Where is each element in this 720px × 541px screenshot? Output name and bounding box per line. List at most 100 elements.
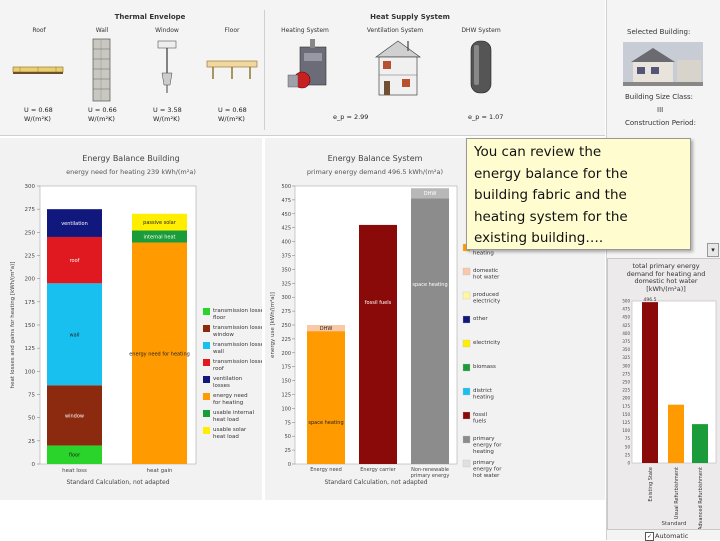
x-tick-label: heat gain	[146, 468, 173, 474]
boiler-icon[interactable]	[287, 39, 327, 89]
size-class-label: Building Size Class:	[625, 93, 693, 101]
comparison-bar-label: Usual Refurbishment	[674, 467, 680, 519]
x-axis-label: Standard Calculation, not adapted	[66, 479, 169, 486]
y-tick-label: 450	[622, 315, 630, 320]
legend-swatch	[462, 459, 471, 468]
comparison-chart-title: total primary energy demand for heating …	[626, 262, 706, 293]
building-chart-title: Energy Balance Building	[82, 154, 180, 163]
y-tick-label: 250	[281, 323, 291, 329]
x-tick-label: Energy carrier	[360, 467, 396, 473]
thermal-envelope-title: Thermal Envelope	[114, 13, 186, 21]
comparison-bar	[642, 302, 658, 463]
legend-label: transmission losses wall	[213, 342, 262, 355]
y-tick-label: 50	[285, 434, 291, 440]
bar-segment	[307, 325, 345, 332]
y-tick-label: 50	[625, 444, 631, 449]
size-class-value: III	[657, 106, 664, 114]
roof-icon[interactable]	[12, 66, 64, 74]
y-tick-label: 0	[288, 462, 291, 468]
y-tick-label: 500	[622, 299, 630, 304]
legend-label: produced electricity	[473, 292, 501, 305]
callout-line: You can review the	[474, 144, 602, 160]
legend-swatch	[203, 342, 210, 349]
callout-line: building fabric and the	[474, 187, 627, 203]
ventilation-house-icon[interactable]	[374, 40, 422, 96]
heating-system-label: Heating System	[281, 27, 329, 34]
bar-segment	[47, 445, 102, 464]
comparison-top-value: 496.5	[644, 297, 657, 303]
floor-icon[interactable]	[206, 60, 258, 79]
y-tick-label: 275	[25, 207, 36, 213]
y-tick-label: 475	[281, 198, 291, 204]
bar-segment-label: space heating	[308, 420, 343, 426]
building-chart-subtitle: energy need for heating 239 kWh/(m²a)	[66, 168, 196, 176]
y-tick-label: 25	[28, 439, 35, 445]
bar-segment	[47, 209, 102, 237]
legend-label: usable solar heat load	[213, 427, 247, 440]
dhw-tank-icon[interactable]	[470, 40, 492, 94]
y-tick-label: 300	[281, 295, 291, 301]
legend-label: other	[473, 316, 488, 322]
legend-swatch	[462, 291, 471, 300]
y-tick-label: 275	[281, 309, 291, 315]
dhw-ep-value: e_p = 1.07	[468, 113, 504, 121]
construction-period-label: Construction Period:	[625, 119, 696, 127]
y-tick-label: 0	[32, 462, 36, 468]
y-tick-label: 175	[622, 404, 630, 409]
y-tick-label: 200	[281, 351, 291, 357]
y-tick-label: 200	[622, 396, 630, 401]
bar-segment-label: window	[65, 413, 84, 419]
legend-label: fossil fuels	[473, 412, 488, 425]
bar-segment-label: fossil fuels	[365, 300, 392, 306]
dhw-system-label: DHW System	[461, 27, 501, 34]
bar-segment-label: space heating	[412, 282, 447, 288]
y-tick-label: 425	[281, 226, 291, 232]
y-tick-label: 375	[622, 339, 630, 344]
x-tick-label: heat loss	[62, 468, 87, 474]
comparison-x-label: Standard	[661, 521, 686, 527]
legend-label: usable internal heat load	[213, 410, 254, 423]
y-tick-label: 25	[285, 448, 291, 454]
legend-label: primary energy for heating	[473, 436, 502, 455]
y-tick-label: 125	[25, 346, 36, 352]
window-icon[interactable]	[157, 40, 177, 93]
bar-segment-label: DHW	[424, 191, 437, 197]
legend-swatch	[462, 315, 471, 324]
legend-swatch	[462, 363, 471, 372]
y-tick-label: 150	[622, 412, 630, 417]
comparison-bar	[668, 404, 684, 463]
y-tick-label: 75	[285, 420, 291, 426]
comparison-bar-label: Existing State	[648, 467, 654, 502]
x-tick-label: Non-renewable primary energy	[411, 467, 450, 479]
bar-segment-label: ventilation	[61, 221, 88, 227]
y-tick-label: 450	[281, 212, 291, 218]
legend-label: transmission losses window	[213, 325, 262, 338]
y-tick-label: 150	[281, 379, 291, 385]
y-tick-label: 475	[622, 307, 630, 312]
bar-segment-label: internal heat	[143, 235, 175, 241]
bar-segment	[307, 331, 345, 464]
bar-segment	[411, 188, 449, 199]
wall-u-value: U = 0.66 W/(m²K)	[88, 106, 117, 123]
y-tick-label: 100	[622, 428, 630, 433]
y-tick-label: 100	[281, 406, 291, 412]
y-tick-label: 325	[281, 281, 291, 287]
y-tick-label: 300	[622, 363, 630, 368]
y-tick-label: 250	[25, 230, 36, 236]
y-tick-label: 175	[281, 365, 291, 371]
bar-segment-label: roof	[70, 258, 80, 264]
y-tick-label: 425	[622, 323, 630, 328]
bar-segment	[132, 242, 187, 464]
dropdown-arrow-icon[interactable]: ▾	[707, 243, 719, 257]
wall-label: Wall	[95, 27, 109, 34]
wall-icon[interactable]	[92, 38, 111, 102]
building-thumbnail[interactable]	[623, 42, 703, 86]
bar-segment	[47, 283, 102, 386]
legend-swatch	[462, 387, 471, 396]
y-tick-label: 175	[25, 300, 36, 306]
legend-label: ventilation losses	[213, 376, 243, 389]
heat-supply-title: Heat Supply System	[370, 13, 450, 21]
system-chart-subtitle: primary energy demand 496.5 kWh/(m²a)	[306, 168, 444, 176]
roof-label: Roof	[32, 27, 46, 34]
callout-line: energy balance for the	[474, 165, 628, 182]
